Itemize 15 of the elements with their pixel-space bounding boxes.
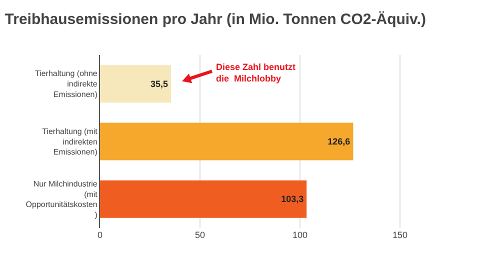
annotation: Diese Zahl benutzt die Milchlobby	[216, 62, 296, 84]
bar	[100, 122, 354, 160]
data-label: 103,3	[281, 194, 304, 204]
x-tick-label: 50	[194, 230, 206, 240]
data-label: 35,5	[150, 78, 168, 89]
chart-title: Treibhausemissionen pro Jahr (in Mio. Tonnen CO2-Äquiv.)	[4, 11, 426, 28]
bar	[100, 180, 307, 218]
x-tick-label: 0	[97, 230, 103, 240]
data-label: 126,6	[328, 136, 350, 146]
y-tick-label: Tierhaltung (ohne indirekte Emissionen)	[34, 69, 98, 100]
x-tick-label: 150	[392, 230, 408, 240]
x-tick-label: 100	[292, 230, 308, 240]
y-tick-label: Nur Milchindustrie (mit Opportunitätskosten )	[26, 179, 98, 220]
y-tick-label: Tierhaltung (mit indirekten Emissionen)	[42, 126, 98, 157]
bar	[100, 65, 171, 103]
